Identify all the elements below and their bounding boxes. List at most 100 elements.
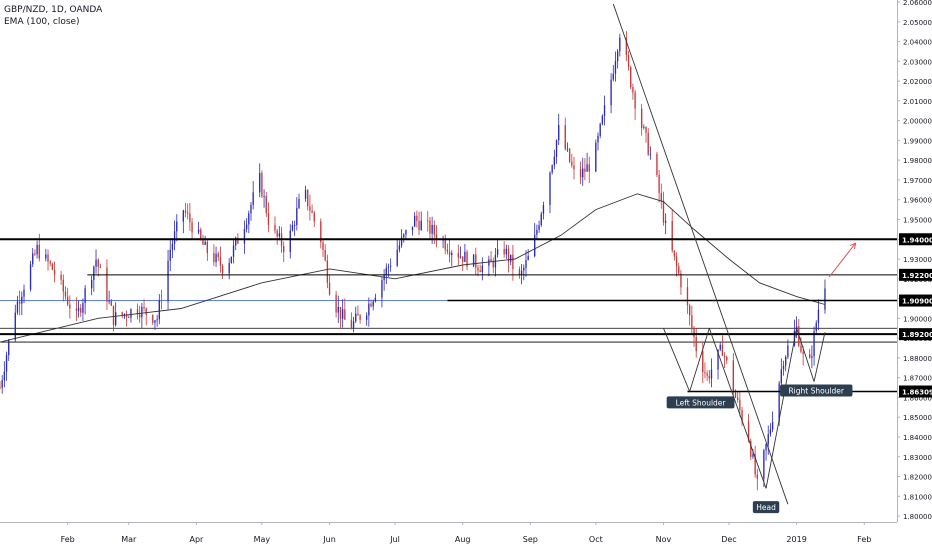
candle-body [34,253,36,255]
candle-body [228,262,230,274]
indicator-label: EMA (100, close) [4,17,80,27]
candle-body [481,265,484,273]
ema-line [0,193,826,343]
y-tick-label: 1.84000 [903,434,932,442]
candle-body [579,169,582,178]
candle-body [643,127,645,128]
candle-body [785,356,787,366]
candle-body [121,312,123,315]
price-level-label: 1.94000 [902,236,932,244]
price-level-badge [899,268,932,281]
candle-body [754,454,756,475]
candle-body [549,172,551,205]
candle-body [427,220,429,222]
y-tick-label: 2.02000 [903,78,932,86]
candle-body [313,212,315,222]
candle-body [619,37,621,52]
candle-body [80,307,82,313]
candle-body [248,213,250,225]
candle-body [534,234,536,257]
candle-body [599,123,601,136]
candle-body [53,269,56,275]
candle-body [385,267,387,276]
candle-body [215,253,217,263]
candle-body [588,164,590,172]
candle-body [691,315,693,329]
candle-body [756,474,758,479]
candle-body [595,142,597,172]
candle-body [21,296,23,304]
candle-body [632,87,634,93]
candle-body [802,351,804,355]
candle-body [813,331,815,357]
candle-body [446,249,449,252]
candle-body [750,440,752,457]
candle-body [32,253,34,265]
candle-body [462,256,464,262]
candle-body [571,161,573,166]
candle-body [555,140,558,157]
candle-body [817,309,820,323]
candle-body [420,220,422,230]
candle-body [324,250,326,261]
candle-body [136,309,139,315]
trend-line [663,328,691,392]
candle-body [800,345,802,352]
candle-body [309,206,311,211]
candle-body [496,249,499,255]
candle-body [276,230,278,237]
candle-body [219,257,222,266]
candle-body [411,226,414,231]
candle-body [778,383,780,422]
candle-body [99,266,102,268]
candle-body [771,421,774,430]
candle-body [341,309,344,319]
candle-body [527,256,529,261]
candle-body [630,67,632,88]
candle-body [230,256,233,263]
candle-body [488,259,490,266]
candle-body [267,213,270,225]
trend-line [612,3,789,505]
candle-body [448,251,451,256]
candle-body [451,253,453,256]
candle-body [815,322,817,332]
candle-body [202,238,204,245]
candle-body [660,192,662,201]
candle-body [566,148,569,150]
candle-body [582,168,584,178]
y-tick-label: 1.82000 [903,474,932,482]
x-tick-label: Oct [589,535,603,544]
candle-body [520,270,523,275]
pattern-label: Head [756,503,776,512]
candle-body [93,266,95,281]
candle-body [337,306,339,313]
candle-body [110,300,112,306]
y-tick-label: 1.86000 [903,394,932,402]
candle-body [51,263,54,270]
candle-body [523,267,525,271]
candle-body [326,260,329,283]
candle-body [344,309,346,320]
y-tick-label: 1.97000 [903,177,932,185]
candle-body [191,222,193,233]
y-tick-label: 1.80000 [903,513,932,521]
x-tick-label: 2019 [786,535,806,544]
candle-body [732,360,734,393]
candle-body [763,450,765,479]
candle-body [158,300,160,320]
candle-body [558,125,560,141]
candle-body [339,306,342,319]
pattern-label-box [666,396,735,409]
candle-body [603,105,606,116]
candle-body [686,287,689,306]
candle-body [368,303,370,316]
candle-body [721,344,724,356]
chart-legend: GBP/NZD, 1D, OANDA EMA (100, close) [4,4,102,28]
y-tick-label: 1.96000 [903,197,932,205]
candle-body [123,314,126,315]
x-tick-label: Feb [857,535,871,544]
pattern-label: Right Shoulder [788,387,844,396]
candle-body [82,303,84,313]
